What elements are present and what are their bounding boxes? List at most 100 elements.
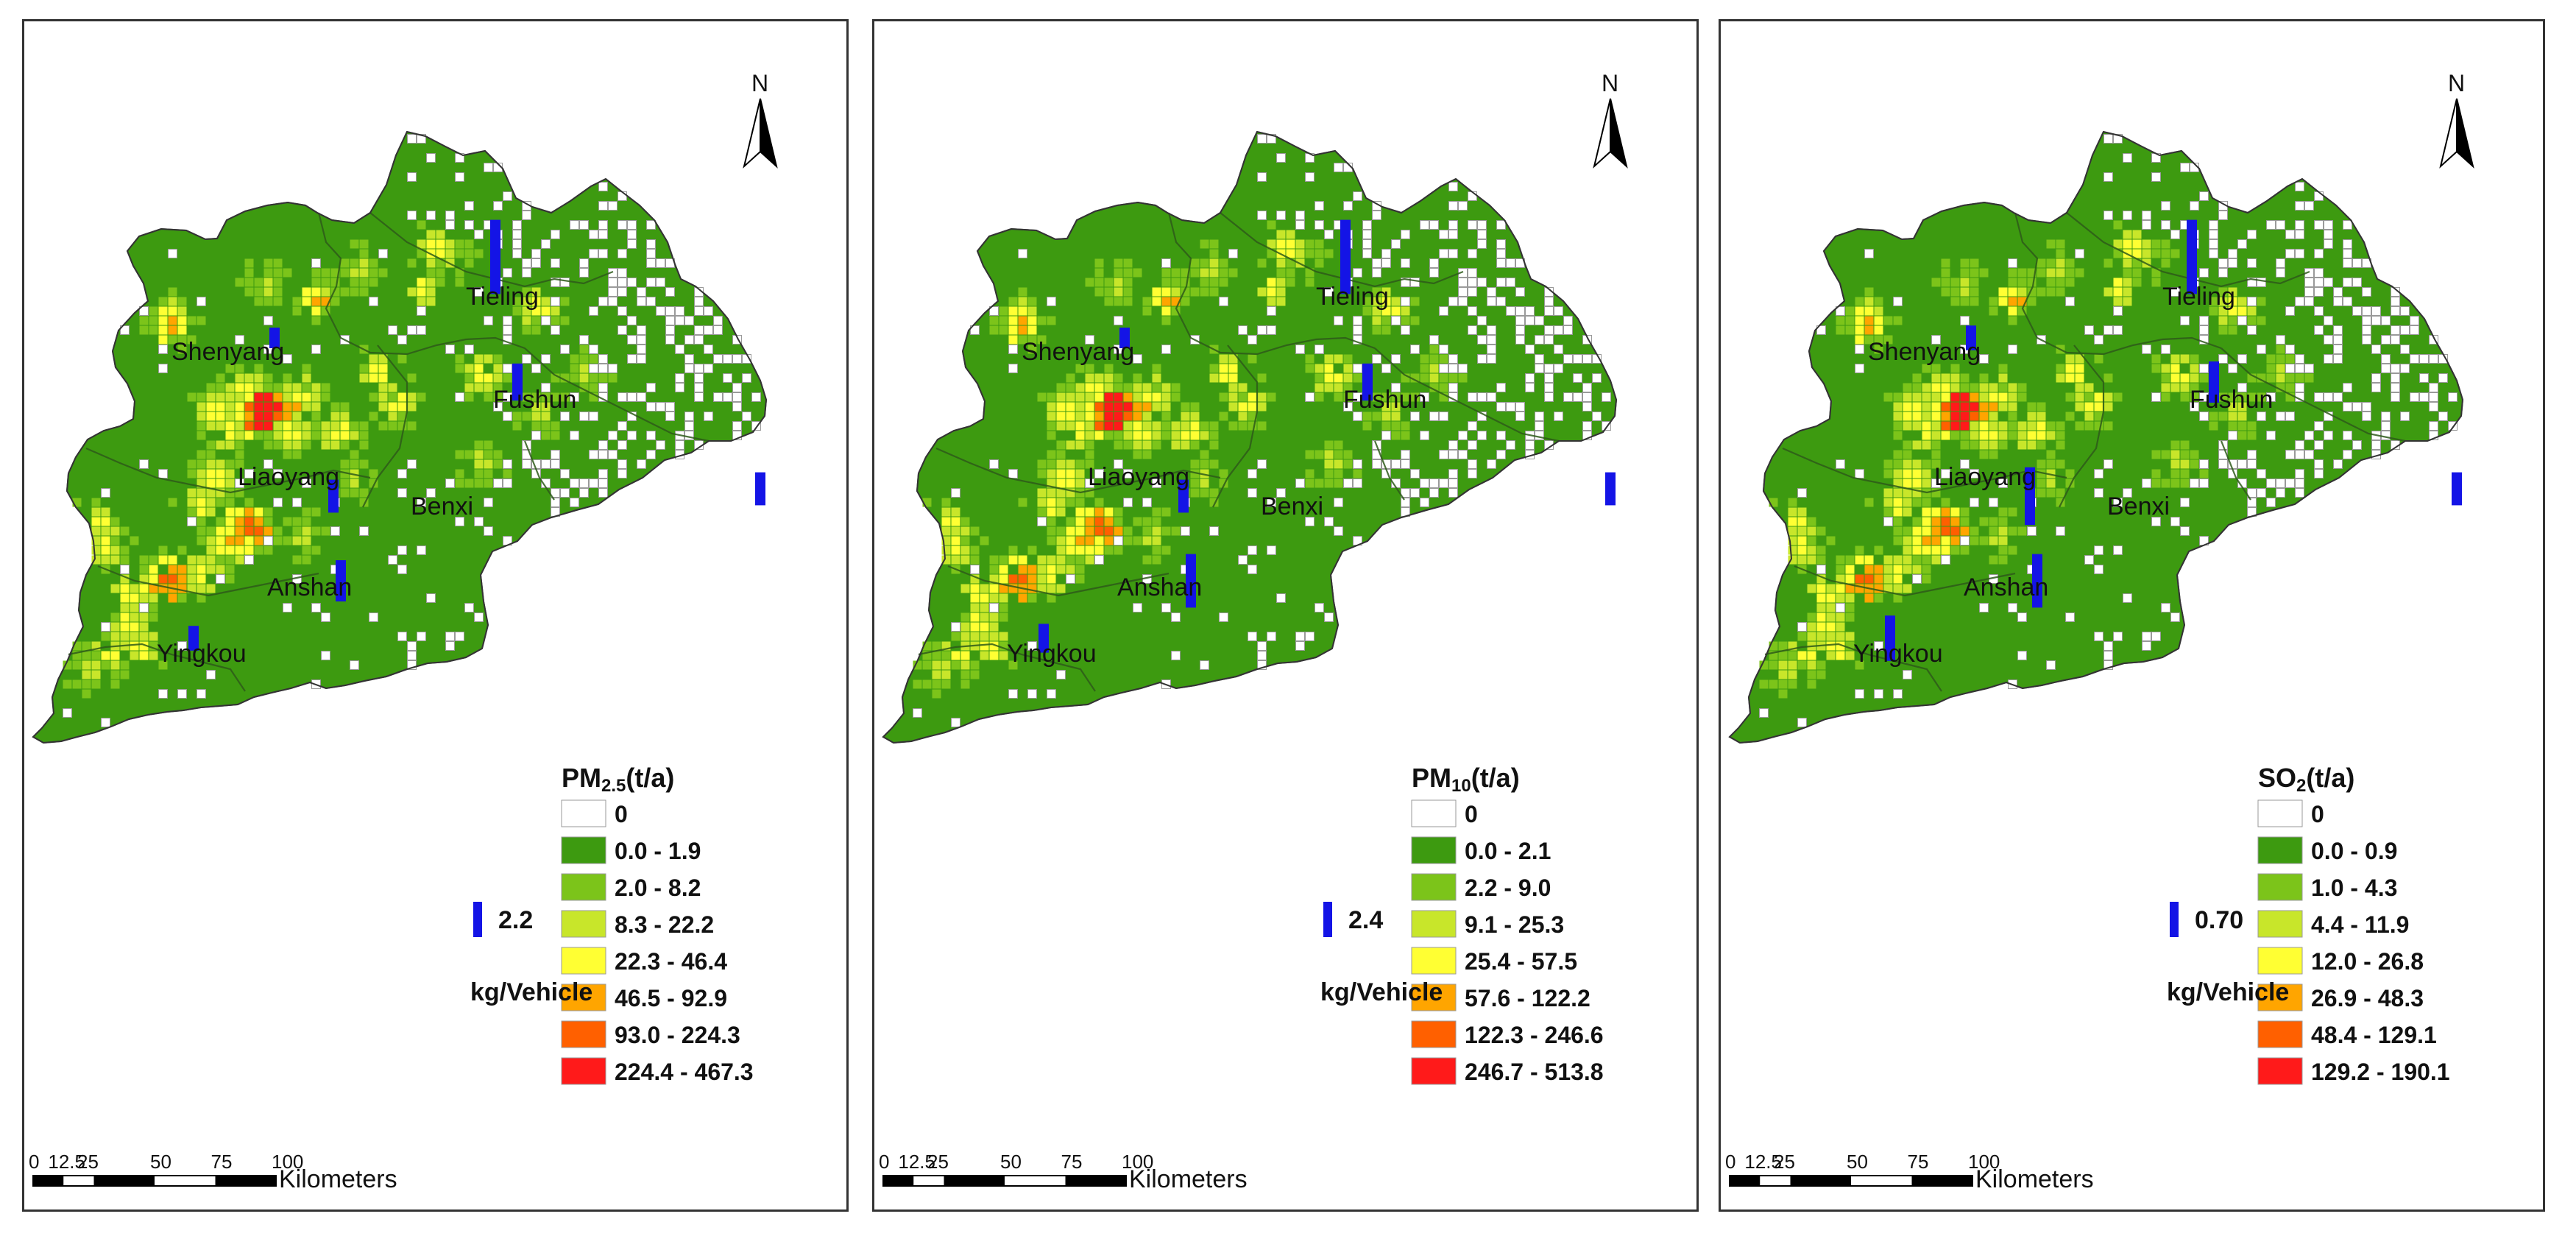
scale-tick-label: 12.5 [48,1151,85,1173]
grid-cell-zero [1893,297,1903,306]
grid-cell-zero [1525,316,1535,325]
grid-cell-emission [2056,440,2065,450]
grid-cell-zero [2381,364,2391,373]
grid-cell-emission [1075,526,1085,536]
grid-cell-emission [244,383,254,392]
grid-cell-emission [1257,421,1267,431]
grid-cell-emission [1912,469,1922,478]
grid-cell-emission [1018,335,1027,345]
grid-cell-zero [1468,325,1477,335]
grid-cell-emission [1295,249,1305,258]
grid-cell-emission [1769,660,1778,670]
grid-cell-emission [273,431,283,440]
grid-cell-emission [407,421,417,431]
grid-cell-emission [273,526,283,536]
grid-cell-emission [2113,249,2123,258]
grid-cell-emission [330,297,340,306]
grid-cell-zero [713,316,723,325]
grid-cell-emission [302,545,311,555]
grid-cell-zero [1544,325,1554,335]
grid-cell-emission [484,354,493,364]
grid-cell-emission [1950,536,1960,545]
grid-cell-emission [263,507,273,517]
grid-cell-zero [704,345,713,354]
grid-cell-emission [1874,297,1883,306]
grid-cell-emission [216,565,225,574]
grid-cell-emission [1056,536,1066,545]
scale-tick-label: 25 [1774,1151,1795,1173]
grid-cell-emission [1998,287,2008,297]
grid-cell-emission [1960,545,1970,555]
grid-cell-emission [2247,421,2257,431]
grid-cell-zero [1123,498,1133,507]
scale-tick-label: 75 [1061,1151,1083,1173]
grid-cell-emission [1807,632,1816,641]
grid-cell-emission [1142,306,1152,316]
grid-cell-emission [1979,431,1989,440]
grid-cell-zero [63,708,72,718]
grid-cell-emission [1941,431,1950,440]
grid-cell-emission [177,565,187,574]
grid-cell-emission [1989,297,1998,306]
grid-cell-zero [1468,287,1477,297]
grid-cell-zero [2324,230,2333,239]
grid-cell-emission [283,373,292,383]
grid-cell-emission [1960,297,1970,306]
grid-cell-emission [149,565,158,574]
grid-cell-emission [1085,402,1094,412]
grid-cell-emission [1219,373,1228,383]
grid-cell-emission [1286,249,1295,258]
grid-cell-emission [110,526,120,536]
grid-cell-emission [1788,670,1797,679]
grid-cell-zero [1353,191,1362,201]
grid-cell-zero [1305,632,1314,641]
grid-cell-emission [2056,287,2065,297]
grid-cell-emission [1305,469,1314,478]
grid-cell-emission [464,249,474,258]
grid-cell-emission [330,421,340,431]
grid-cell-emission [216,469,225,478]
grid-cell-zero [484,163,493,172]
grid-cell-emission [340,459,350,469]
grid-cell-emission [302,392,311,402]
grid-cell-zero [1515,335,1525,345]
grid-cell-zero [474,230,484,239]
grid-cell-emission [2199,469,2209,478]
grid-cell-emission [149,593,158,603]
grid-cell-zero [2343,431,2352,440]
city-vehicle-bar-liaoyang [2025,467,2035,526]
grid-cell-emission [254,517,263,526]
grid-cell-emission [177,574,187,584]
grid-cell-zero [627,354,637,364]
grid-cell-emission [551,421,560,431]
grid-cell-emission [1893,507,1903,517]
grid-cell-emission [1104,297,1114,306]
legend-swatch [1411,873,1457,901]
grid-cell-emission [1960,383,1970,392]
grid-cell-zero [2295,230,2304,239]
grid-cell-zero [665,287,675,297]
grid-cell-zero [2410,316,2419,325]
grid-cell-emission [1864,565,1874,574]
grid-cell-zero [1410,278,1420,287]
grid-cell-emission [2017,421,2027,431]
grid-cell-emission [1324,478,1334,488]
grid-cell-emission [1883,469,1893,478]
grid-cell-zero [1477,431,1487,440]
grid-cell-emission [2046,287,2056,297]
grid-cell-emission [1845,574,1855,584]
grid-cell-emission [1950,545,1960,555]
grid-cell-emission [989,565,999,574]
grid-cell-emission [1094,545,1104,555]
grid-cell-emission [1085,536,1094,545]
grid-cell-emission [1324,469,1334,478]
grid-cell-zero [1535,364,1544,373]
grid-cell-zero [684,421,694,431]
grid-cell-emission [1893,574,1903,584]
grid-cell-zero [1448,440,1458,450]
grid-cell-zero [551,325,560,335]
grid-cell-zero [637,325,646,335]
grid-cell-emission [1238,412,1248,421]
grid-cell-emission [120,622,130,632]
grid-cell-emission [177,306,187,316]
